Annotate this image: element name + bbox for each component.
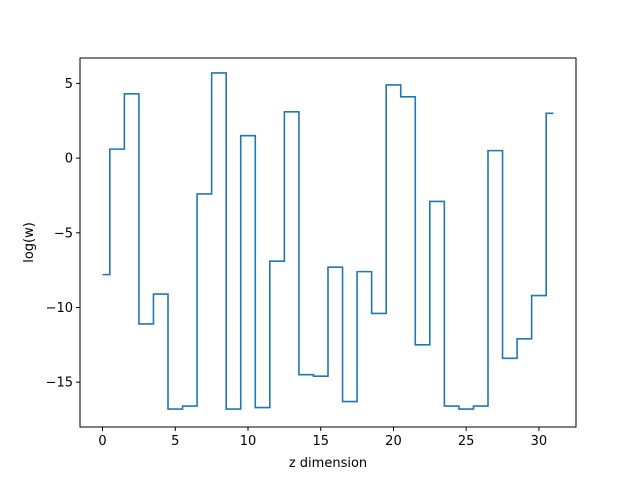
x-tick-label: 25 [458,434,475,449]
axes-frame [79,57,577,428]
y-tick-label: 5 [65,77,73,92]
y-axis-label: log(w) [22,222,37,263]
x-tick-label: 10 [240,434,257,449]
y-tick-label: −5 [54,226,73,241]
y-axis: −15 −10 −5 0 5 [46,77,80,391]
x-tick-label: 20 [385,434,402,449]
x-tick-label: 30 [531,434,548,449]
x-axis-label: z dimension [289,456,367,471]
y-tick-label: 0 [65,152,73,167]
x-tick-label: 0 [98,434,106,449]
series-line [102,72,554,410]
plot-area [102,72,554,410]
x-tick-label: 15 [312,434,329,449]
x-tick-label: 5 [171,434,179,449]
y-tick-label: −10 [46,301,73,316]
x-axis: 0 5 10 15 20 25 30 [98,427,547,449]
y-tick-label: −15 [46,376,73,391]
